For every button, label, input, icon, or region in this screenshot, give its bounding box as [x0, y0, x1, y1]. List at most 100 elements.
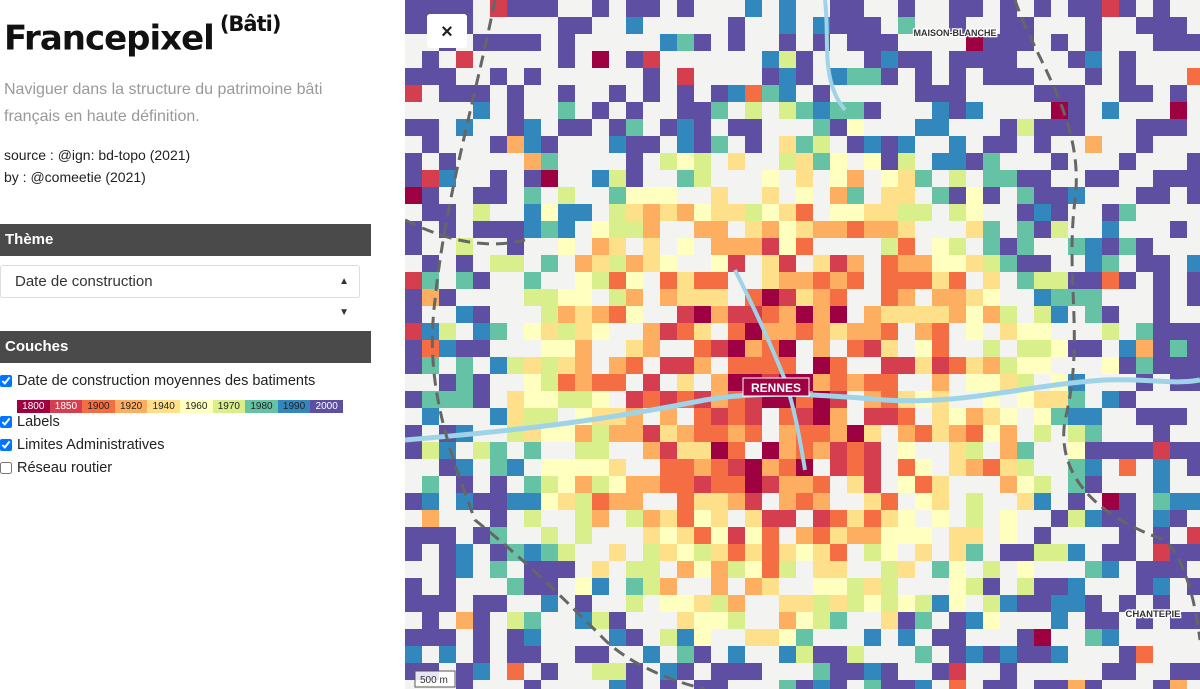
pixel-cell [847, 221, 864, 238]
pixel-cell [796, 476, 813, 493]
pixel-cell [1153, 255, 1170, 272]
pixel-cell [949, 238, 966, 255]
layer-checkbox[interactable] [0, 439, 12, 451]
pixel-cell [609, 306, 626, 323]
pixel-cell [524, 136, 541, 153]
pixel-cell [881, 238, 898, 255]
pixel-cell [592, 102, 609, 119]
pixel-cell [796, 272, 813, 289]
pixel-cell [830, 595, 847, 612]
pixel-cell [966, 612, 983, 629]
pixel-cell [1017, 68, 1034, 85]
pixel-cell [456, 612, 473, 629]
pixel-cell [830, 289, 847, 306]
pixel-cell [864, 221, 881, 238]
pixel-cell [983, 34, 1000, 51]
pixel-cell [592, 578, 609, 595]
pixel-cell [932, 561, 949, 578]
pixel-cell [779, 646, 796, 663]
pixel-cell [490, 136, 507, 153]
pixel-cell [439, 595, 456, 612]
layer-checkbox[interactable] [0, 462, 12, 474]
layer-row: Date de construction moyennes des batime… [0, 373, 315, 389]
pixel-cell [1119, 68, 1136, 85]
close-icon[interactable]: × [441, 21, 453, 43]
pixel-cell [796, 544, 813, 561]
pixel-cell [456, 459, 473, 476]
pixel-cell [949, 544, 966, 561]
close-button[interactable] [427, 14, 467, 48]
pixel-cell [949, 578, 966, 595]
pixel-cell [1017, 561, 1034, 578]
pixel-cell [1034, 476, 1051, 493]
pixel-cell [830, 578, 847, 595]
pixel-cell [796, 136, 813, 153]
pixel-cell [898, 0, 915, 17]
pixel-cell [881, 153, 898, 170]
pixel-cell [677, 34, 694, 51]
pixel-cell [898, 408, 915, 425]
pixel-cell [983, 221, 1000, 238]
pixel-cell [1102, 544, 1119, 561]
pixel-cell [524, 374, 541, 391]
pixel-cell [473, 85, 490, 102]
pixel-cell [541, 357, 558, 374]
theme-select[interactable]: Date de construction ▲ ▼ [0, 265, 360, 318]
map[interactable]: × RENNES MAISON-BLANCHE CHANTEPIE 500 m [405, 0, 1200, 689]
pixel-cell [456, 391, 473, 408]
pixel-cell [728, 153, 745, 170]
pixel-cell [694, 153, 711, 170]
pixel-cell [830, 646, 847, 663]
pixel-cell [847, 578, 864, 595]
pixel-cell [677, 204, 694, 221]
pixel-cell [864, 17, 881, 34]
pixel-cell [830, 187, 847, 204]
pixel-cell [575, 646, 592, 663]
pixel-cell [575, 425, 592, 442]
pixel-cell [592, 459, 609, 476]
pixel-cell [966, 34, 983, 51]
pixel-cell [541, 527, 558, 544]
pixel-cell [490, 510, 507, 527]
layer-checkbox[interactable] [0, 416, 12, 428]
pixel-cell [728, 408, 745, 425]
pixel-cell [813, 408, 830, 425]
pixel-cell [694, 544, 711, 561]
layer-label: Date de construction moyennes des batime… [17, 373, 316, 389]
pixel-cell [1187, 323, 1200, 340]
pixel-cell [694, 612, 711, 629]
pixel-cell [915, 493, 932, 510]
pixel-cell [830, 68, 847, 85]
pixel-cell [864, 68, 881, 85]
pixel-cell [932, 306, 949, 323]
pixel-cell [745, 459, 762, 476]
pixel-cell [558, 221, 575, 238]
layer-checkbox[interactable] [0, 375, 12, 387]
pixel-cell [796, 153, 813, 170]
pixel-cell [1000, 51, 1017, 68]
pixel-cell [881, 204, 898, 221]
pixel-cell [1119, 595, 1136, 612]
pixel-cell [473, 595, 490, 612]
legend-swatch: 1940 [147, 400, 180, 413]
pixel-cell [932, 493, 949, 510]
pixel-cell [915, 357, 932, 374]
pixel-grid [405, 0, 1200, 689]
pixel-cell [439, 527, 456, 544]
pixel-cell [456, 680, 473, 689]
pixel-cell [677, 510, 694, 527]
pixel-cell [813, 646, 830, 663]
pixel-cell [779, 68, 796, 85]
pixel-cell [711, 306, 728, 323]
pixel-cell [711, 612, 728, 629]
pixel-cell [813, 442, 830, 459]
pixel-cell [1119, 204, 1136, 221]
pixel-cell [966, 646, 983, 663]
pixel-cell [1187, 289, 1200, 306]
pixel-cell [660, 204, 677, 221]
pixel-cell [575, 119, 592, 136]
pixel-cell [1102, 272, 1119, 289]
pixel-cell [405, 527, 422, 544]
pixel-cell [660, 578, 677, 595]
pixel-cell [660, 323, 677, 340]
